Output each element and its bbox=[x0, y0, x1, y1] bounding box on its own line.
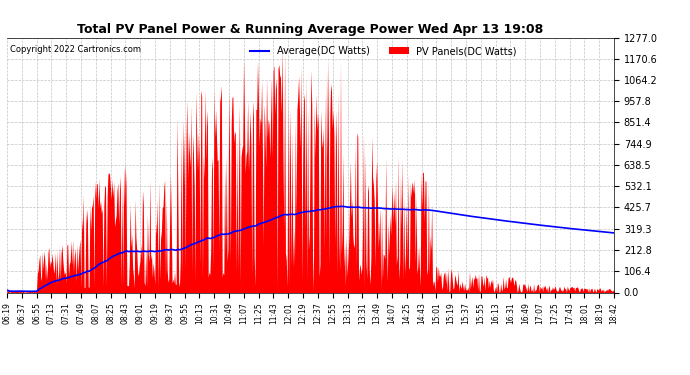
Legend: Average(DC Watts), PV Panels(DC Watts): Average(DC Watts), PV Panels(DC Watts) bbox=[246, 42, 521, 60]
Text: Copyright 2022 Cartronics.com: Copyright 2022 Cartronics.com bbox=[10, 45, 141, 54]
Title: Total PV Panel Power & Running Average Power Wed Apr 13 19:08: Total PV Panel Power & Running Average P… bbox=[77, 23, 544, 36]
